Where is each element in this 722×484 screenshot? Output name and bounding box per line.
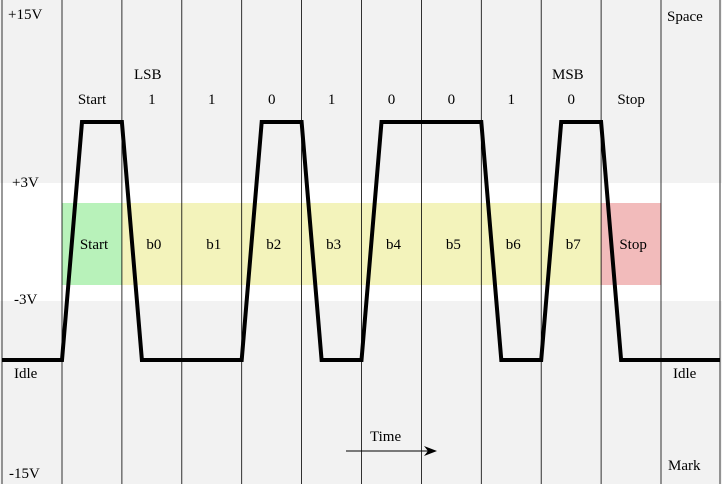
bit-value-label: 0 bbox=[448, 92, 456, 108]
background-top-band bbox=[0, 0, 722, 183]
bit-name-label: Start bbox=[80, 237, 109, 253]
bit-value-label: 1 bbox=[328, 92, 336, 108]
bit-name-label: b6 bbox=[506, 237, 522, 253]
bit-value-label: 0 bbox=[567, 92, 575, 108]
label-plus-3v: +3V bbox=[12, 175, 39, 191]
label-time: Time bbox=[370, 429, 401, 445]
time-arrow bbox=[346, 446, 437, 456]
bit-value-label: 1 bbox=[508, 92, 516, 108]
bit-value-label: 1 bbox=[208, 92, 216, 108]
label-msb: MSB bbox=[552, 67, 584, 83]
bit-value-label: 1 bbox=[148, 92, 156, 108]
label-minus-3v: -3V bbox=[14, 292, 37, 308]
signal-waveform bbox=[2, 120, 720, 362]
bit-value-label: 0 bbox=[388, 92, 396, 108]
label-idle-left: Idle bbox=[14, 366, 38, 382]
label-space: Space bbox=[667, 9, 703, 25]
bit-value-label: Start bbox=[78, 92, 107, 108]
bit-value-label: 0 bbox=[268, 92, 276, 108]
bit-name-label: b4 bbox=[386, 237, 402, 253]
bit-name-label: b5 bbox=[446, 237, 461, 253]
label-mark: Mark bbox=[668, 458, 701, 474]
bit-value-label: Stop bbox=[617, 92, 645, 108]
bit-name-label: b3 bbox=[326, 237, 341, 253]
bit-name-label: b0 bbox=[146, 237, 161, 253]
label-lsb: LSB bbox=[134, 67, 162, 83]
bit-name-label: b2 bbox=[266, 237, 281, 253]
label-minus-15v: -15V bbox=[9, 466, 40, 482]
bit-name-label: b7 bbox=[566, 237, 582, 253]
bit-name-label: Stop bbox=[619, 237, 647, 253]
bit-box-b5 bbox=[421, 203, 482, 285]
label-idle-right: Idle bbox=[673, 366, 697, 382]
background-bottom-band bbox=[0, 301, 722, 484]
bit-box-b1 bbox=[181, 203, 242, 285]
label-plus-15v: +15V bbox=[8, 7, 42, 23]
bit-name-label: b1 bbox=[206, 237, 221, 253]
